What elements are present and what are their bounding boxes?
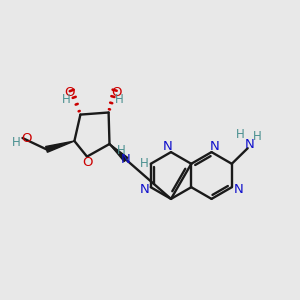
Text: N: N <box>121 153 131 166</box>
Text: H: H <box>117 144 126 157</box>
Text: N: N <box>210 140 219 153</box>
Text: N: N <box>139 183 149 196</box>
Polygon shape <box>46 141 74 152</box>
Text: O: O <box>111 86 122 99</box>
Text: O: O <box>65 86 75 99</box>
Text: O: O <box>21 132 31 145</box>
Text: N: N <box>244 138 254 151</box>
Text: H: H <box>115 93 124 106</box>
Text: H: H <box>140 157 148 170</box>
Text: H: H <box>11 136 20 149</box>
Text: N: N <box>234 183 244 196</box>
Polygon shape <box>110 144 128 162</box>
Text: H: H <box>253 130 261 143</box>
Text: N: N <box>163 140 173 153</box>
Text: O: O <box>82 155 93 169</box>
Text: H: H <box>62 93 71 106</box>
Text: H: H <box>236 128 244 142</box>
